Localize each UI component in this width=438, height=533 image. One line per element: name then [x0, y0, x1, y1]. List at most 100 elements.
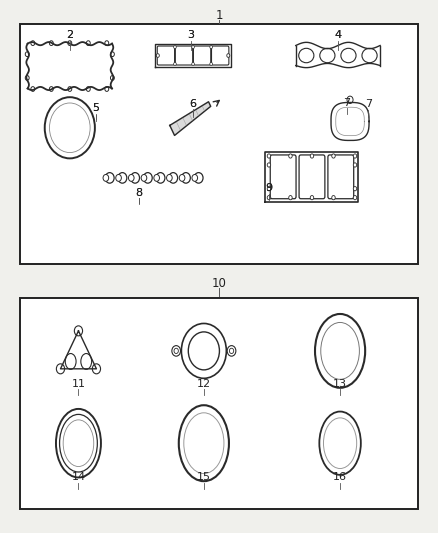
Circle shape — [289, 154, 292, 158]
Circle shape — [353, 154, 357, 158]
FancyBboxPatch shape — [328, 155, 354, 199]
Circle shape — [347, 96, 353, 103]
Text: 2: 2 — [66, 30, 74, 41]
Bar — [20, 24, 418, 264]
Circle shape — [210, 62, 212, 66]
Text: 2: 2 — [66, 30, 74, 41]
Text: 3: 3 — [187, 30, 194, 41]
Ellipse shape — [341, 49, 356, 63]
Circle shape — [192, 45, 194, 49]
Circle shape — [105, 41, 109, 45]
Circle shape — [166, 174, 172, 181]
Ellipse shape — [65, 353, 76, 369]
Circle shape — [68, 41, 72, 45]
Text: 10: 10 — [212, 277, 226, 290]
Text: 9: 9 — [265, 183, 272, 193]
Text: 9: 9 — [265, 183, 272, 193]
Text: 5: 5 — [92, 103, 99, 114]
Circle shape — [174, 45, 176, 49]
Ellipse shape — [105, 173, 114, 183]
Circle shape — [45, 97, 95, 158]
FancyBboxPatch shape — [212, 46, 229, 65]
Ellipse shape — [299, 49, 314, 63]
Circle shape — [174, 62, 176, 66]
Ellipse shape — [81, 353, 92, 369]
Circle shape — [31, 41, 35, 45]
Circle shape — [230, 348, 234, 353]
Ellipse shape — [63, 420, 94, 466]
Circle shape — [154, 174, 159, 181]
Text: 13: 13 — [333, 378, 347, 389]
Ellipse shape — [156, 173, 165, 183]
Circle shape — [353, 196, 357, 200]
Circle shape — [332, 196, 335, 200]
Text: 15: 15 — [197, 472, 211, 482]
Circle shape — [179, 174, 185, 181]
FancyBboxPatch shape — [194, 46, 211, 65]
Circle shape — [103, 174, 109, 181]
Text: 11: 11 — [71, 378, 85, 389]
Text: 6: 6 — [190, 99, 197, 109]
Circle shape — [188, 332, 219, 370]
Circle shape — [172, 345, 180, 356]
Circle shape — [289, 196, 292, 200]
FancyBboxPatch shape — [299, 155, 325, 199]
Ellipse shape — [56, 409, 101, 478]
Text: 8: 8 — [135, 188, 142, 198]
Circle shape — [210, 45, 212, 49]
Circle shape — [267, 187, 271, 191]
Circle shape — [128, 174, 134, 181]
Circle shape — [49, 41, 53, 45]
Circle shape — [86, 41, 90, 45]
Ellipse shape — [362, 49, 377, 63]
Text: 4: 4 — [334, 30, 342, 41]
Circle shape — [49, 87, 53, 91]
Text: 12: 12 — [197, 378, 211, 389]
Circle shape — [227, 54, 230, 58]
Circle shape — [116, 174, 121, 181]
Circle shape — [141, 174, 147, 181]
Ellipse shape — [181, 173, 191, 183]
Ellipse shape — [184, 413, 224, 474]
Text: 7: 7 — [364, 99, 372, 109]
Circle shape — [156, 54, 159, 58]
Text: 4: 4 — [334, 30, 342, 41]
Circle shape — [267, 163, 271, 167]
Circle shape — [110, 52, 114, 56]
Circle shape — [353, 163, 357, 167]
Bar — [20, 298, 418, 509]
Text: 5: 5 — [92, 103, 99, 114]
Circle shape — [68, 87, 72, 91]
FancyBboxPatch shape — [157, 46, 175, 65]
Circle shape — [105, 87, 109, 91]
Circle shape — [181, 324, 226, 378]
FancyBboxPatch shape — [270, 155, 296, 199]
Ellipse shape — [131, 173, 140, 183]
Circle shape — [192, 174, 198, 181]
Text: 3: 3 — [187, 30, 194, 41]
Circle shape — [57, 364, 64, 374]
Text: 14: 14 — [71, 472, 85, 482]
Circle shape — [110, 76, 114, 80]
Ellipse shape — [194, 173, 203, 183]
Circle shape — [25, 52, 29, 56]
Circle shape — [353, 187, 357, 191]
Text: 16: 16 — [333, 472, 347, 482]
FancyBboxPatch shape — [175, 46, 193, 65]
Circle shape — [174, 348, 178, 353]
Ellipse shape — [60, 414, 97, 472]
Circle shape — [25, 76, 29, 80]
Text: 1: 1 — [215, 9, 223, 22]
Text: 6: 6 — [190, 99, 197, 109]
Polygon shape — [170, 102, 211, 135]
Ellipse shape — [179, 405, 229, 481]
Ellipse shape — [320, 49, 335, 63]
Circle shape — [86, 87, 90, 91]
Text: 8: 8 — [135, 188, 142, 198]
Circle shape — [332, 154, 335, 158]
Circle shape — [310, 154, 314, 158]
Ellipse shape — [118, 173, 127, 183]
Ellipse shape — [169, 173, 178, 183]
Circle shape — [92, 364, 101, 374]
Text: 7: 7 — [343, 98, 350, 108]
